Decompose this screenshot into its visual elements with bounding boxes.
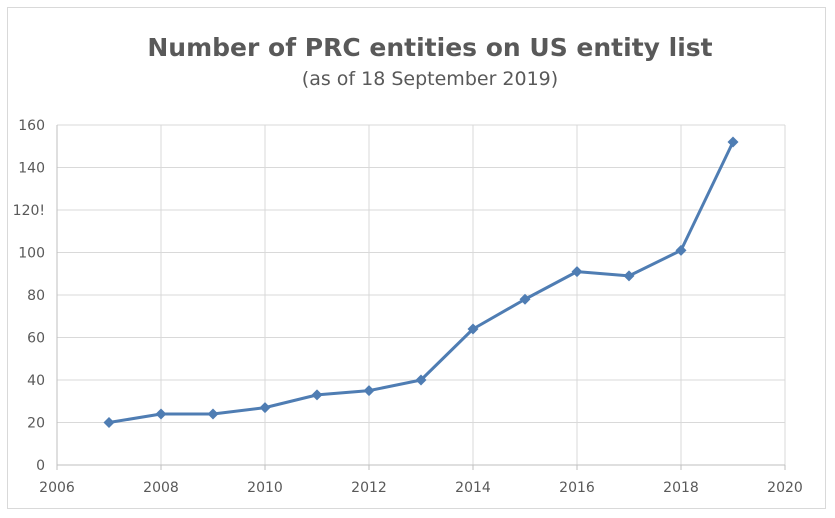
x-tick-label: 2008 xyxy=(143,480,179,496)
data-point-marker xyxy=(103,417,115,428)
chart-title: Number of PRC entities on US entity list xyxy=(147,33,712,62)
data-point-marker xyxy=(571,266,583,278)
y-tick-label: 140 xyxy=(18,161,45,177)
x-tick-label: 2014 xyxy=(455,480,491,496)
y-tick-label: 100 xyxy=(18,246,45,262)
y-tick-label: 0 xyxy=(36,458,45,474)
x-tick-label: 2020 xyxy=(767,480,803,496)
y-tick-label: 20 xyxy=(27,416,45,432)
axes xyxy=(56,125,786,470)
x-tick-label: 2012 xyxy=(351,480,387,496)
data-point-marker xyxy=(259,402,271,414)
x-tick-label: 2018 xyxy=(663,480,699,496)
y-tick-label: 160 xyxy=(18,118,45,134)
data-point-marker xyxy=(675,244,687,256)
data-point-marker xyxy=(207,408,219,420)
data-point-marker xyxy=(519,293,531,305)
y-tick-label: 40 xyxy=(27,373,45,389)
x-tick-label: 2010 xyxy=(247,480,283,496)
y-tick-label: 120! xyxy=(13,203,45,219)
x-tick-label: 2006 xyxy=(39,480,75,496)
data-point-marker xyxy=(623,270,635,282)
data-point-marker xyxy=(311,389,323,401)
chart-subtitle: (as of 18 September 2019) xyxy=(302,68,558,90)
chart-frame xyxy=(7,7,826,509)
tick-labels: 0 20 40 60 80 100 120! 140 160 2006 2008 2010 2012 20… xyxy=(13,118,803,496)
data-point-marker xyxy=(467,323,479,335)
y-tick-label: 80 xyxy=(27,288,45,304)
data-point-marker xyxy=(155,408,167,420)
y-tick-label: 60 xyxy=(27,331,45,347)
series xyxy=(103,136,739,428)
data-point-marker xyxy=(415,374,427,386)
grid-lines xyxy=(57,124,786,465)
data-point-marker xyxy=(363,385,375,397)
data-point-marker xyxy=(727,136,739,148)
x-tick-label: 2016 xyxy=(559,480,595,496)
